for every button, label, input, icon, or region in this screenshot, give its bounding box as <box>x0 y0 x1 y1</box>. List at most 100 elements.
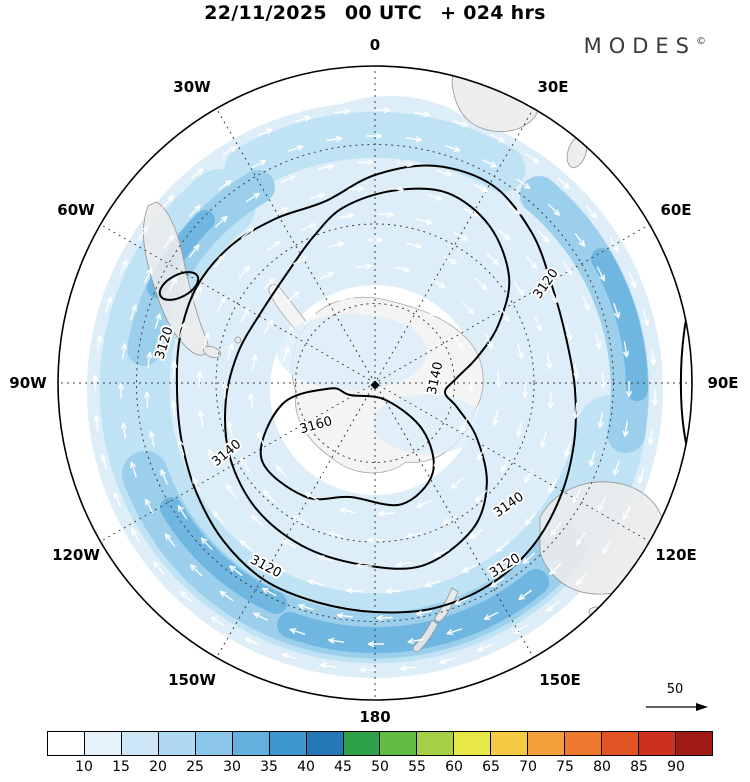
wind-arrow <box>145 498 154 514</box>
wind-arrow <box>328 531 345 538</box>
wind-arrow <box>452 120 469 128</box>
colorbar-cell <box>84 732 122 755</box>
wind-arrow <box>454 335 463 350</box>
colorbar-cell <box>343 732 381 755</box>
wind-arrow <box>490 134 506 143</box>
latitude-circle <box>295 303 455 463</box>
wind-arrow <box>576 572 588 585</box>
wind-arrow <box>338 212 355 219</box>
wind-arrow <box>462 302 474 315</box>
colorbar-tick: 55 <box>408 759 426 775</box>
longitude-label-90e: 90E <box>707 374 738 392</box>
wind-arrow <box>348 185 365 192</box>
valid-date: 22/11/2025 <box>204 2 327 24</box>
wind-arrow <box>240 457 250 473</box>
wind-arrow <box>622 420 629 437</box>
longitude-label-60e: 60E <box>660 201 691 219</box>
wind-arrow <box>245 192 260 203</box>
chart-title: 22/11/2025 00 UTC + 024 hrs <box>0 2 750 24</box>
wind-arrow <box>289 628 306 635</box>
wind-arrow <box>287 145 304 152</box>
wind-arrow <box>613 302 620 319</box>
wind-arrow <box>238 265 250 279</box>
wind-arrow <box>219 590 234 602</box>
longitude-label-120e: 120E <box>655 546 697 564</box>
wind-arrow <box>381 292 398 299</box>
colorbar-cell <box>121 732 159 755</box>
wind-arrow <box>500 307 510 323</box>
wind-arrow <box>119 259 128 275</box>
wind-arrow <box>517 343 524 360</box>
wind-arrow <box>416 500 432 508</box>
longitude-label-0: 0 <box>370 36 380 54</box>
wind-arrow <box>575 531 587 546</box>
wind-arrow <box>467 375 474 392</box>
wind-arrow <box>450 477 463 489</box>
wind-arrow <box>442 255 458 265</box>
wind-arrow <box>130 304 137 321</box>
contour-3120-small-closed <box>158 271 200 301</box>
wind-arrow <box>572 488 582 503</box>
wind-arrow <box>177 439 185 456</box>
longitude-label-150e: 150E <box>539 671 581 689</box>
wind-arrow <box>595 333 602 350</box>
wind-arrow <box>366 537 384 543</box>
wind-arrow <box>387 186 404 193</box>
wind-arrow <box>405 532 422 539</box>
wind-arrow <box>469 529 483 539</box>
landmass-falklands <box>234 336 242 344</box>
wind-arrow <box>281 652 298 660</box>
colorbar-cell <box>232 732 270 755</box>
wind-arrow <box>154 313 162 329</box>
landmass-antarctic-peninsula <box>268 284 309 335</box>
wind-arrow <box>212 510 224 524</box>
wind-arrow <box>596 266 605 282</box>
wind-arrow <box>436 169 452 177</box>
wind-arrow <box>394 479 411 486</box>
wind-arrow <box>524 468 533 484</box>
wind-arrow <box>485 333 493 349</box>
wind-arrow <box>651 388 658 406</box>
wind-arrow <box>573 363 580 380</box>
wind-arrow <box>454 597 470 605</box>
wind-arrow <box>251 354 258 371</box>
wind-arrow <box>549 563 562 575</box>
wind-arrow <box>334 108 351 115</box>
wind-arrow <box>490 577 505 588</box>
wind-arrow <box>257 431 265 447</box>
wind-arrow <box>585 205 597 219</box>
wind-arrow <box>547 392 554 409</box>
wind-arrow <box>271 563 287 572</box>
wind-arrow <box>623 341 630 358</box>
wind-arrow <box>513 624 528 634</box>
colorbar-tick: 30 <box>223 759 241 775</box>
wind-arrow <box>477 446 487 461</box>
wind-arrow <box>352 481 369 488</box>
modes-logo-text: MODES <box>583 34 696 58</box>
longitude-label-30e: 30E <box>537 78 568 96</box>
colorbar-tick: 15 <box>112 759 130 775</box>
wind-arrow <box>365 133 383 139</box>
wind-arrow <box>177 505 188 520</box>
wind-arrow <box>355 263 372 270</box>
wind-arrow <box>222 381 228 399</box>
colorbar-cell <box>454 732 492 755</box>
wind-arrow <box>626 380 632 398</box>
wind-arrow <box>262 587 277 597</box>
wind-arrow <box>366 237 384 243</box>
wind-arrow <box>597 412 604 429</box>
colorbar-cell <box>528 732 566 755</box>
longitude-label-150w: 150W <box>168 671 216 689</box>
valid-time: 00 UTC <box>344 2 423 24</box>
landmass-tierra-del-fuego <box>202 345 222 359</box>
wind-arrow <box>190 564 202 577</box>
wind-arrow <box>377 211 394 218</box>
wind-arrow <box>292 515 308 525</box>
colorbar-cell <box>269 732 307 755</box>
wind-arrow <box>318 163 335 170</box>
wind-arrow <box>475 490 488 503</box>
landmass-new-zealand-south <box>412 619 439 653</box>
wind-arrow <box>473 183 488 193</box>
wind-arrow <box>546 353 553 370</box>
